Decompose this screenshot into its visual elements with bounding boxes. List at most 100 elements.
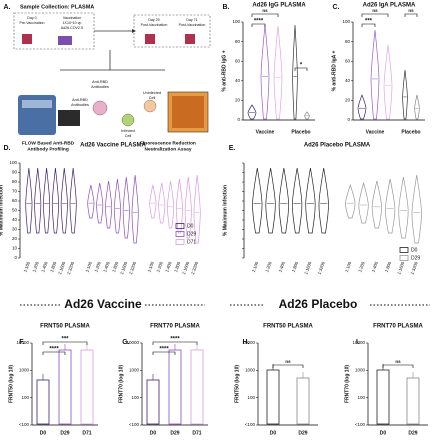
violin [87, 184, 95, 219]
schematic-label: Anti-RBD [72, 98, 88, 102]
group-label: Placebo [401, 129, 420, 135]
laptop [58, 110, 80, 126]
significance-label: **** [49, 347, 59, 353]
x-tick-label: 1:200 [93, 260, 102, 272]
x-tick-label: D0 [150, 430, 157, 436]
schematic-label: Antibodies [91, 85, 109, 89]
violin [113, 178, 121, 234]
uninfected-cell [143, 99, 157, 113]
violin [252, 167, 263, 234]
significance-bracket [251, 13, 279, 17]
panel-title: FRNT70 PLASMA [373, 324, 423, 330]
significance-bracket [361, 23, 376, 27]
box-label: Day 71 [186, 18, 197, 22]
y-tick-label: 100 [247, 395, 255, 400]
significance-label: **** [254, 19, 264, 25]
x-tick-label: 1:400 [370, 260, 379, 272]
violin [318, 167, 329, 234]
y-tick-label: 40 [235, 78, 241, 83]
violin [358, 181, 369, 224]
y-tick-label: 10000 [126, 340, 139, 345]
legend-swatch [399, 247, 409, 253]
y-tick-label: <100 [19, 422, 30, 427]
y-tick-label: 0 [347, 117, 350, 122]
violin [292, 24, 298, 120]
violin [305, 167, 316, 234]
panel-letter: H. [243, 339, 250, 346]
y-tick-label: 10000 [352, 340, 365, 345]
y-tick-label: 60 [235, 58, 241, 63]
group-label: Vaccine [366, 129, 385, 135]
y-tick-label: 100 [342, 19, 350, 24]
y-tick-label: 80 [345, 39, 351, 44]
y-tick-label: 80 [12, 179, 18, 184]
significance-bracket [152, 351, 176, 355]
schematic-label: Infected [121, 129, 135, 133]
legend-label: D29 [187, 231, 196, 237]
caption: FLOW Based Anti-RBD [22, 140, 75, 146]
x-tick-label: 1:200 [155, 260, 164, 272]
legend-swatch [175, 239, 185, 245]
y-tick-label: <100 [245, 422, 256, 427]
violin [184, 176, 192, 239]
x-tick-label: 1:3200 [317, 260, 326, 275]
tube [58, 36, 72, 45]
panel-letter: I. [356, 339, 360, 346]
y-tick-label: 100 [21, 395, 29, 400]
x-tick-label: D71 [192, 430, 201, 436]
significance-bracket [251, 23, 266, 27]
panel-title: FRNT70 PLASMA [150, 324, 200, 330]
y-tick-label: 40 [12, 217, 18, 222]
y-tick-label: 60 [12, 198, 18, 203]
x-tick-label: 1:800 [111, 260, 120, 272]
panel-letter: D. [4, 145, 11, 152]
y-axis-label: % Maximum Infection [0, 185, 4, 236]
significance-label: ns [395, 359, 401, 364]
x-tick-label: D29 [298, 430, 307, 436]
x-tick-label: 1:1600 [57, 260, 66, 275]
y-tick-label: 90 [12, 170, 18, 175]
x-tick-label: 1:800 [291, 260, 300, 272]
x-tick-label: 1:3200 [190, 260, 199, 275]
schematic-label: Uninfected [143, 91, 161, 95]
violin [175, 178, 183, 234]
y-tick-label: 100 [9, 160, 17, 165]
y-tick-label: 50 [12, 208, 18, 213]
y-tick-label: 1000 [355, 368, 366, 373]
y-tick-label: 1000 [19, 368, 30, 373]
x-tick-label: 1:3200 [128, 260, 137, 275]
y-tick-label: 10000 [16, 340, 29, 345]
violin [43, 167, 51, 234]
significance-bracket [404, 13, 418, 17]
significance-label: *** [61, 337, 69, 343]
significance-label: ns [262, 8, 268, 13]
box-label: Pre-Vaccination [19, 21, 44, 25]
x-tick-label: 1:1600 [303, 260, 312, 275]
significance-bracket [272, 364, 304, 368]
x-tick-label: D0 [270, 430, 277, 436]
panel-title: FRNT50 PLASMA [40, 324, 90, 330]
tube [145, 34, 155, 44]
violin [69, 167, 77, 234]
schematic-label: Cell [125, 134, 132, 138]
panel-title: Sample Collection: PLASMA [20, 4, 94, 10]
panel-letter: C. [333, 4, 340, 11]
y-tick-label: 80 [235, 39, 241, 44]
box-label: 1X10^10 vp [63, 21, 82, 25]
x-tick-label: 1:400 [40, 260, 49, 272]
violin [158, 182, 166, 224]
violin [265, 167, 276, 234]
panel-letter: F. [19, 339, 25, 346]
arrow-head [132, 29, 136, 33]
flow-cytometer-panel [22, 100, 52, 108]
significance-bracket [361, 13, 389, 17]
box-label: Day 0 [27, 16, 36, 20]
y-tick-label: 100 [131, 395, 139, 400]
x-tick-label: 1:1600 [396, 260, 405, 275]
violin [51, 167, 59, 234]
x-tick-label: 1:100 [22, 260, 31, 272]
panel-title: FRNT50 PLASMA [263, 324, 313, 330]
significance-bracket [382, 364, 414, 368]
